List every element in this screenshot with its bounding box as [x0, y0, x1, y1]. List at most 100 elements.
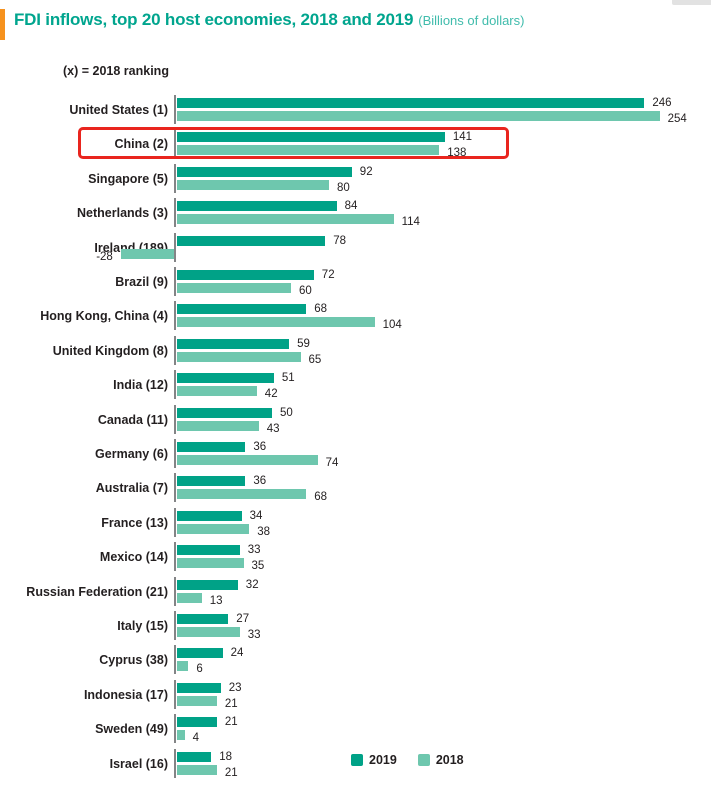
bar-2019: [177, 682, 221, 693]
bar-2019: [177, 614, 229, 624]
value-label-2019: 36: [253, 475, 267, 488]
country-label: United States (1): [69, 103, 168, 117]
value-label-2018: 60: [299, 285, 312, 297]
bar-2018: [177, 730, 185, 741]
value-label-2019: 18: [219, 750, 232, 763]
axis-tick: [174, 129, 176, 159]
bar-2018: [177, 283, 291, 293]
bar-2018: [120, 248, 174, 259]
bar-2019: [177, 510, 242, 521]
china-highlight-box: [78, 127, 509, 159]
axis-tick: [174, 232, 176, 262]
chart-row: United States (1) 246 254: [0, 95, 711, 125]
axis-tick: [174, 335, 176, 365]
value-label-2018: 35: [251, 560, 265, 573]
chart-row: Israel (16) 18 21: [0, 748, 711, 779]
value-label-2018: 68: [314, 491, 327, 504]
country-label: Mexico (14): [99, 550, 168, 565]
country-label: China (2): [114, 137, 168, 152]
country-label: Indonesia (17): [83, 687, 168, 702]
country-label: Germany (6): [95, 447, 168, 461]
country-label: France (13): [101, 515, 168, 530]
country-label: Brazil (9): [115, 275, 168, 289]
bar-2018: [177, 214, 394, 225]
chart-row: Mexico (14) 33 35: [0, 542, 711, 573]
value-label-2018: 104: [382, 319, 402, 332]
title-accent-bar: [0, 9, 5, 40]
bar-2019: [177, 648, 223, 659]
axis-tick: [174, 576, 176, 606]
axis-tick: [174, 473, 176, 503]
axis-tick: [174, 748, 176, 778]
value-label-2019: 50: [280, 406, 293, 419]
value-label-2019: 59: [297, 337, 310, 350]
country-label: Cyprus (38): [99, 653, 168, 668]
value-label-2018: 6: [196, 663, 203, 676]
axis-tick: [174, 301, 176, 331]
country-label: Sweden (49): [95, 722, 168, 737]
bar-2019: [177, 304, 307, 315]
chart-row: Australia (7) 36 68: [0, 473, 711, 504]
bar-2018: [177, 489, 307, 500]
value-label-2019: 32: [245, 578, 259, 591]
country-label: Canada (11): [97, 412, 168, 427]
value-label-2018: 114: [401, 216, 420, 229]
bar-2018: [177, 764, 217, 775]
bar-2018: [177, 386, 257, 397]
value-label-2019: 51: [281, 372, 295, 385]
value-label-2019: 27: [236, 613, 250, 625]
chart-row: Cyprus (38) 24 6: [0, 645, 711, 676]
legend-swatch-2018: [417, 754, 430, 766]
chart-row: France (13) 34 38: [0, 507, 711, 538]
value-label-2018: 80: [337, 181, 350, 194]
axis-tick: [174, 679, 176, 709]
chart-title: FDI inflows, top 20 host economies, 2018…: [14, 10, 524, 30]
bar-2019: [177, 132, 445, 143]
country-label: Australia (7): [95, 481, 168, 496]
axis-tick: [174, 198, 176, 228]
bar-2019: [177, 579, 238, 590]
bar-2019: [177, 201, 337, 212]
value-label-2019: 246: [652, 97, 672, 109]
bar-2018: [177, 455, 318, 465]
axis-tick: [174, 542, 176, 572]
value-label-2018: 38: [257, 525, 270, 538]
bar-2018: [177, 661, 189, 672]
chart-row: Canada (11) 50 43: [0, 404, 711, 435]
value-label-2019: 33: [247, 544, 261, 557]
bar-2018: [177, 111, 660, 121]
bar-2018: [177, 351, 301, 362]
value-label-2019: 24: [230, 647, 244, 660]
legend: 2019 2018: [351, 753, 464, 767]
country-label: Netherlands (3): [77, 206, 168, 221]
bar-2019: [177, 373, 274, 384]
chart-row: Brazil (9) 72 60: [0, 267, 711, 297]
bar-2018: [177, 145, 440, 156]
axis-tick: [174, 507, 176, 537]
bar-2019: [177, 235, 326, 246]
chart-row: Germany (6) 36 74: [0, 439, 711, 469]
axis-tick: [174, 611, 176, 640]
page-edge-fragment: [672, 0, 711, 5]
axis-tick: [174, 645, 176, 675]
value-label-2018: 254: [667, 113, 687, 125]
value-label-2018: 74: [325, 457, 339, 469]
value-label-2019: 68: [314, 303, 327, 316]
chart-row: Netherlands (3) 84 114: [0, 198, 711, 229]
bar-2018: [177, 523, 250, 534]
value-label-2018: 42: [264, 388, 278, 401]
bar-2019: [177, 717, 217, 728]
axis-tick: [174, 714, 176, 744]
value-label-2018: 21: [224, 766, 238, 779]
legend-swatch-2019: [351, 754, 363, 766]
value-label-2019: 141: [452, 131, 473, 144]
country-label: India (12): [113, 378, 168, 393]
value-label-2019: 21: [224, 716, 238, 729]
legend-label-2018: 2018: [435, 753, 464, 767]
bar-2018: [177, 179, 329, 190]
axis-tick: [174, 267, 176, 296]
chart-row: India (12) 51 42: [0, 370, 711, 401]
chart-row: Hong Kong, China (4) 68 104: [0, 301, 711, 332]
bar-2018: [177, 558, 244, 569]
